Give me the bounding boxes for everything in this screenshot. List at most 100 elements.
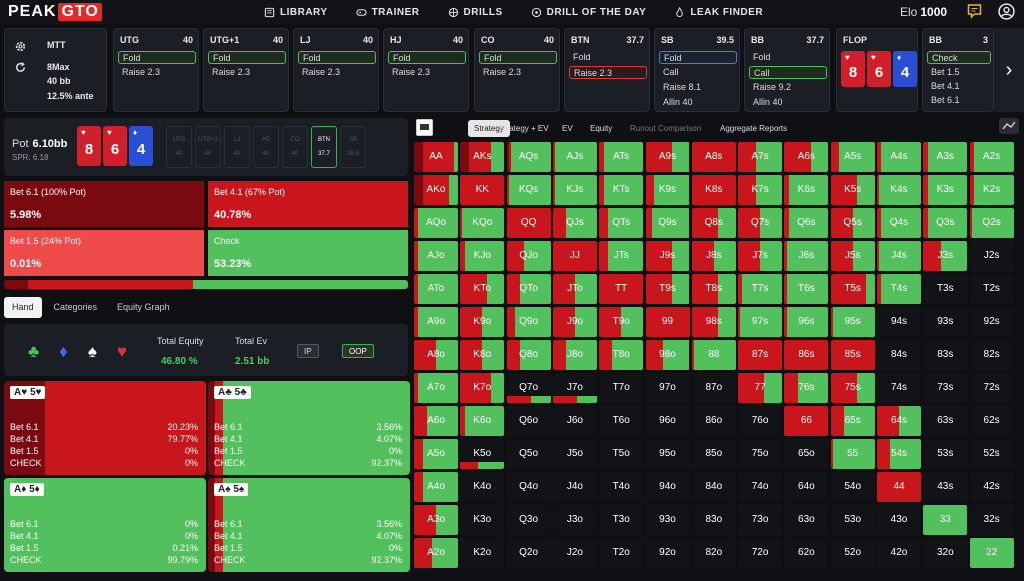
matrix-cell[interactable]: K4s — [877, 175, 921, 205]
matrix-cell[interactable]: 43o — [877, 505, 921, 535]
seat-hj[interactable]: HJ 40 — [253, 126, 279, 168]
club-icon[interactable]: ♣ — [28, 342, 40, 361]
position-card-bb[interactable]: BB 37.7 Fold Call Raise 9.2 Allin 40 — [744, 28, 830, 112]
combo-card[interactable]: A♥ 5♥ Bet 6.1 20.23% Bet 4.1 79.77% Bet 1.5 0%… — [4, 381, 206, 475]
matrix-cell[interactable]: 65s — [830, 406, 875, 436]
matrix-cell[interactable]: A8s — [691, 142, 736, 172]
matrix-cell[interactable]: 52s — [969, 439, 1014, 469]
matrix-cell[interactable]: J8s — [691, 241, 736, 271]
gear-icon[interactable] — [14, 40, 27, 53]
matrix-cell[interactable]: A3o — [414, 505, 458, 535]
chart-icon[interactable] — [998, 117, 1020, 135]
matrix-cell[interactable]: K3o — [460, 505, 505, 535]
matrix-cell[interactable]: T5s — [830, 274, 875, 304]
matrix-cell[interactable]: J7o — [552, 373, 597, 403]
action-allin[interactable]: Allin 40 — [753, 97, 783, 107]
matrix-cell[interactable]: J3o — [552, 505, 597, 535]
matrix-cell[interactable]: T4s — [877, 274, 921, 304]
matrix-cell[interactable]: 72s — [969, 373, 1014, 403]
heart-icon[interactable]: ♥ — [116, 342, 127, 361]
matrix-cell[interactable]: J8o — [552, 340, 597, 370]
matrix-cell[interactable]: A7o — [414, 373, 458, 403]
matrix-cell[interactable]: KQo — [460, 208, 505, 238]
matrix-cell[interactable]: QQ — [506, 208, 551, 238]
tab-equity[interactable]: Equity — [590, 124, 613, 133]
nav-drill-of-the-day[interactable]: DRILL OF THE DAY — [517, 0, 661, 24]
reset-icon[interactable] — [14, 61, 27, 74]
matrix-cell[interactable]: T6s — [784, 274, 829, 304]
action-option-3[interactable]: Check 53.23% — [208, 230, 408, 276]
diamond-icon[interactable]: ♦ — [59, 342, 68, 361]
seat-btn[interactable]: BTN 37.7 — [311, 126, 337, 168]
matrix-cell[interactable]: Q5o — [506, 439, 551, 469]
matrix-cell[interactable]: K6s — [784, 175, 829, 205]
matrix-cell[interactable]: 84o — [691, 472, 736, 502]
matrix-cell[interactable]: 93s — [923, 307, 968, 337]
matrix-cell[interactable]: 84s — [877, 340, 921, 370]
matrix-cell[interactable]: 64o — [784, 472, 829, 502]
game-settings-card[interactable]: MTT 8Max 40 bb 12.5% ante — [4, 28, 107, 112]
matrix-cell[interactable]: 92o — [645, 538, 690, 568]
matrix-cell[interactable]: A9o — [414, 307, 458, 337]
seat-co[interactable]: CO 40 — [282, 126, 308, 168]
matrix-cell[interactable]: 86s — [784, 340, 829, 370]
action-raise[interactable]: Raise 9.2 — [753, 82, 792, 92]
matrix-cell[interactable]: T4o — [599, 472, 644, 502]
matrix-cell[interactable]: 73s — [923, 373, 968, 403]
matrix-cell[interactable]: Q9s — [645, 208, 690, 238]
tab-ev[interactable]: EV — [562, 124, 573, 133]
matrix-cell[interactable]: A3s — [923, 142, 968, 172]
matrix-cell[interactable]: 82o — [691, 538, 736, 568]
combo-card[interactable]: A♠ 5♠ Bet 6.1 3.56% Bet 4.1 4.07% Bet 1.5 0% CH… — [208, 478, 410, 572]
tab-aggregate-reports[interactable]: Aggregate Reports — [720, 124, 788, 133]
matrix-cell[interactable]: K7s — [738, 175, 783, 205]
matrix-cell[interactable]: 32s — [969, 505, 1014, 535]
matrix-cell[interactable]: 42s — [969, 472, 1014, 502]
matrix-cell[interactable]: 32o — [923, 538, 968, 568]
tab-strategy[interactable]: Strategy — [468, 120, 510, 137]
matrix-cell[interactable]: Q8s — [691, 208, 736, 238]
tab-equity-graph[interactable]: Equity Graph — [117, 302, 170, 312]
position-card-utg[interactable]: UTG 40 Fold Raise 2.3 — [113, 28, 199, 112]
matrix-cell[interactable]: Q6s — [784, 208, 829, 238]
matrix-cell[interactable]: A5s — [830, 142, 875, 172]
action-bet-big[interactable]: Bet 6.1 — [931, 95, 960, 105]
matrix-cell[interactable]: J2o — [552, 538, 597, 568]
matrix-cell[interactable]: AKo — [414, 175, 458, 205]
matrix-cell[interactable]: Q4s — [877, 208, 921, 238]
matrix-cell[interactable]: T6o — [599, 406, 644, 436]
action-fold[interactable]: Fold — [208, 51, 286, 64]
action-option-1[interactable]: Bet 4.1 (67% Pot) 40.78% — [208, 181, 408, 227]
matrix-cell[interactable]: KTs — [599, 175, 644, 205]
matrix-cell[interactable]: 98s — [691, 307, 736, 337]
spade-icon[interactable]: ♠ — [87, 342, 97, 361]
matrix-cell[interactable]: 74o — [738, 472, 783, 502]
matrix-cell[interactable]: AA — [414, 142, 458, 172]
nav-leak-finder[interactable]: LEAK FINDER — [660, 0, 777, 24]
matrix-cell[interactable]: 63o — [784, 505, 829, 535]
matrix-cell[interactable]: QJs — [552, 208, 597, 238]
matrix-cell[interactable]: A9s — [645, 142, 690, 172]
matrix-cell[interactable]: 75o — [738, 439, 783, 469]
matrix-cell[interactable]: T8s — [691, 274, 736, 304]
matrix-cell[interactable]: K3s — [923, 175, 968, 205]
tab-hand[interactable]: Hand — [4, 297, 42, 318]
matrix-cell[interactable]: K7o — [460, 373, 505, 403]
matrix-cell[interactable]: 83o — [691, 505, 736, 535]
matrix-cell[interactable]: J7s — [738, 241, 783, 271]
matrix-cell[interactable]: J9o — [552, 307, 597, 337]
matrix-cell[interactable]: J4o — [552, 472, 597, 502]
nav-library[interactable]: LIBRARY — [250, 0, 342, 24]
matrix-cell[interactable]: 74s — [877, 373, 921, 403]
matrix-cell[interactable]: 95s — [830, 307, 875, 337]
matrix-cell[interactable]: 55 — [830, 439, 875, 469]
matrix-cell[interactable]: ATs — [599, 142, 644, 172]
action-check[interactable]: Check — [927, 51, 991, 64]
matrix-cell[interactable]: Q8o — [506, 340, 551, 370]
matrix-cell[interactable]: J6s — [784, 241, 829, 271]
matrix-cell[interactable]: 94o — [645, 472, 690, 502]
matrix-cell[interactable]: K2s — [969, 175, 1014, 205]
matrix-cell[interactable]: J3s — [923, 241, 968, 271]
matrix-cell[interactable]: KJo — [460, 241, 505, 271]
peakgto-logo[interactable]: PEAK GTO — [8, 3, 102, 21]
